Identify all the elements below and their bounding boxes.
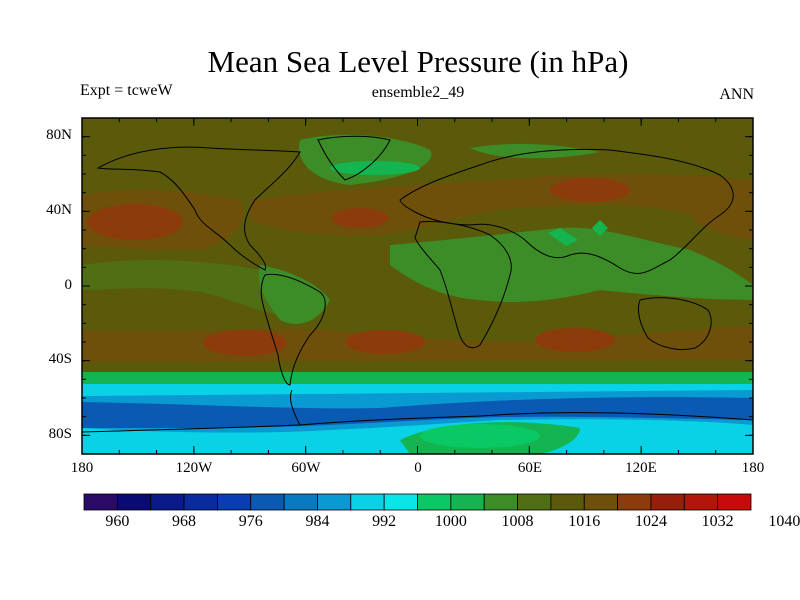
colorbar-label: 1040	[768, 513, 800, 530]
low-himalaya	[592, 220, 608, 236]
lat-label-eq: 0	[64, 277, 73, 293]
colorbar-label: 1024	[634, 513, 667, 530]
colorbar-label: 1016	[568, 513, 601, 530]
colorbar-label: 968	[172, 513, 197, 530]
high-south-pacific	[203, 330, 287, 356]
colorbar-label: 976	[238, 513, 263, 530]
lat-label-80n: 80N	[46, 127, 72, 143]
low-arctic-siberia	[470, 143, 600, 159]
coast-africa	[414, 221, 512, 349]
colorbar-swatch	[417, 493, 452, 511]
colorbar-swatch	[216, 493, 252, 511]
lon-label-60w: 60W	[291, 460, 321, 476]
colorbar-label: 1008	[501, 513, 534, 530]
colorbar-swatch	[583, 493, 618, 511]
colorbar-swatch	[517, 493, 552, 511]
high-atlantic-core	[332, 208, 388, 228]
low-tropics	[82, 260, 308, 316]
antarctic-bright	[420, 424, 540, 448]
coast-antarctica	[82, 412, 753, 433]
colorbar-swatch	[717, 493, 752, 511]
colorbar-swatch	[317, 493, 352, 511]
colorbar-swatch	[683, 493, 719, 511]
colorbar-swatch	[650, 493, 685, 511]
axis-ticks	[81, 117, 754, 455]
colorbar-swatch	[350, 493, 385, 511]
lon-label-120e: 120E	[625, 460, 657, 476]
low-tibet	[548, 228, 578, 246]
colorbar-swatch	[617, 493, 652, 511]
lat-label-80s: 80S	[48, 426, 72, 442]
colorbar-swatch	[383, 493, 418, 511]
low-south-america	[258, 265, 330, 324]
coast-north-america	[96, 146, 301, 271]
high-indian	[535, 328, 615, 352]
coast-south-america	[260, 273, 326, 386]
lon-label-60e: 60E	[517, 460, 543, 476]
colorbar-swatch	[116, 493, 152, 511]
experiment-label: Expt = tcweW	[80, 82, 173, 99]
coast-australia	[637, 297, 712, 351]
colorbar-swatch	[283, 493, 318, 511]
colorbar-swatch	[183, 493, 218, 511]
coastlines	[82, 135, 753, 433]
lon-label-180e: 180	[741, 460, 765, 476]
high-south-atlantic	[345, 330, 425, 354]
colorbar-swatch	[483, 493, 518, 511]
pressure-field	[82, 118, 753, 454]
colorbar-label: 1000	[434, 513, 467, 530]
colorbar-label: 1032	[701, 513, 734, 530]
colorbar-swatch	[250, 493, 285, 511]
colorbar-swatch	[150, 493, 185, 511]
high-north-pacific-core	[87, 204, 183, 240]
high-asia-core	[550, 178, 630, 202]
colorbar	[83, 493, 752, 511]
lon-label-180w: 180	[70, 460, 94, 476]
band-blue	[82, 397, 753, 428]
lon-label-0: 0	[414, 460, 422, 476]
lat-label-40n: 40N	[46, 202, 72, 218]
map-title: Mean Sea Level Pressure (in hPa)	[207, 44, 629, 79]
low-africa-asia	[390, 227, 753, 302]
low-iceland	[330, 161, 420, 175]
colorbar-label: 984	[305, 513, 330, 530]
season-label: ANN	[719, 86, 754, 103]
high-north-pacific-east	[720, 197, 753, 233]
colorbar-label: 992	[372, 513, 397, 530]
colorbar-swatch	[450, 493, 485, 511]
colorbar-label: 960	[105, 513, 130, 530]
coast-greenland	[317, 135, 391, 181]
lon-label-120w: 120W	[175, 460, 213, 476]
coast-antarctic-peninsula	[289, 389, 301, 426]
coast-eurasia	[399, 148, 734, 274]
colorbar-swatch	[83, 493, 118, 511]
colorbar-swatch	[550, 493, 585, 511]
ensemble-label: ensemble2_49	[371, 84, 465, 101]
band-teal	[82, 372, 753, 386]
lat-label-40s: 40S	[48, 351, 72, 367]
